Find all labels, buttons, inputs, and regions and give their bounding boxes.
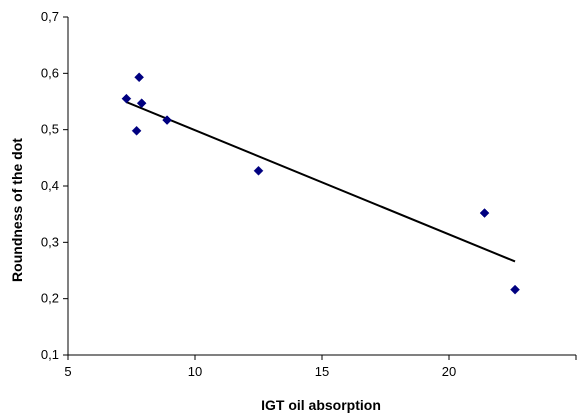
data-point bbox=[162, 115, 172, 125]
data-point bbox=[136, 98, 147, 109]
data-point bbox=[134, 72, 144, 83]
data-point bbox=[253, 165, 264, 176]
data-points bbox=[121, 72, 520, 295]
y-tick-label: 0,1 bbox=[41, 347, 59, 362]
y-axis-ticks: 0,1 0,2 0,3 0,4 0,5 0,6 0,7 bbox=[41, 9, 68, 362]
x-tick-label: 20 bbox=[442, 364, 456, 379]
data-point bbox=[510, 284, 520, 295]
y-tick-label: 0,4 bbox=[41, 178, 59, 193]
y-tick-label: 0,5 bbox=[41, 122, 59, 137]
data-point bbox=[121, 93, 132, 104]
trendline bbox=[126, 101, 516, 263]
y-tick-label: 0,6 bbox=[41, 65, 59, 80]
y-tick-label: 0,7 bbox=[41, 9, 59, 24]
y-tick-label: 0,3 bbox=[41, 234, 59, 249]
y-tick-label: 0,2 bbox=[41, 291, 59, 306]
data-point bbox=[479, 208, 490, 218]
x-tick-label: 15 bbox=[315, 364, 329, 379]
x-axis-ticks: 5 10 15 20 bbox=[64, 355, 577, 379]
data-point bbox=[131, 125, 142, 136]
x-axis-title: IGT oil absorption bbox=[261, 397, 381, 413]
y-axis-title: Roundness of the dot bbox=[9, 138, 25, 282]
x-tick-label: 5 bbox=[64, 364, 71, 379]
x-tick-label: 10 bbox=[188, 364, 202, 379]
